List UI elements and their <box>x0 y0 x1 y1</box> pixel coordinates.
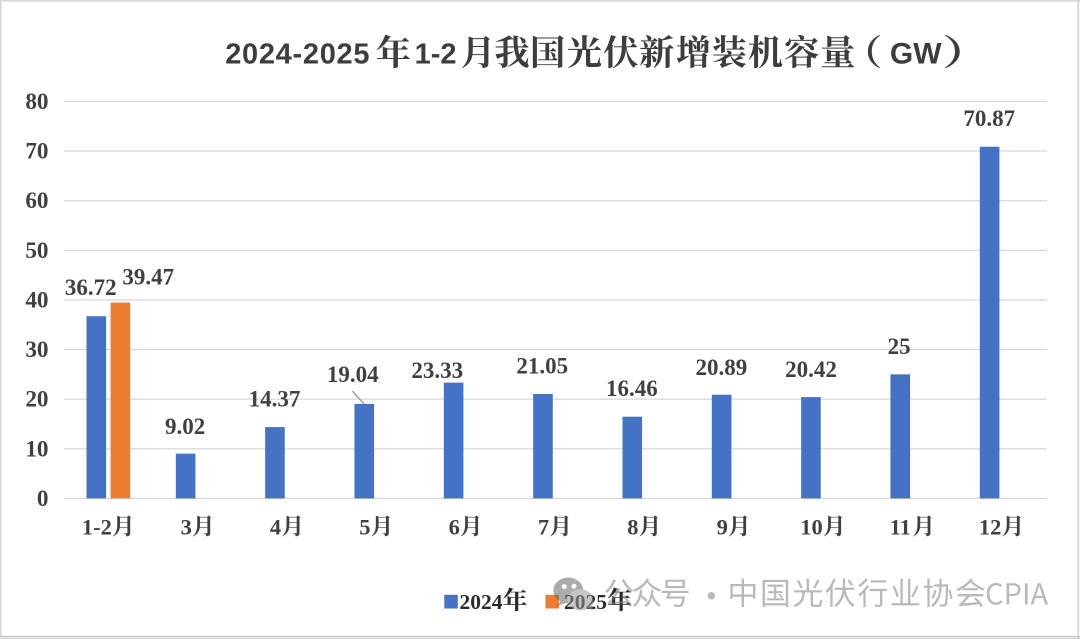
svg-text:GW: GW <box>890 38 942 71</box>
svg-text:40: 40 <box>25 287 48 313</box>
svg-text:8: 8 <box>627 514 638 539</box>
svg-text:4: 4 <box>270 514 281 539</box>
svg-text:2024-2025: 2024-2025 <box>225 39 369 71</box>
svg-text:50: 50 <box>25 238 48 264</box>
svg-text:9.02: 9.02 <box>165 414 205 439</box>
svg-text:10: 10 <box>25 436 48 462</box>
svg-text:1-2: 1-2 <box>415 39 457 71</box>
svg-text:12: 12 <box>979 514 1002 539</box>
svg-text:7: 7 <box>538 514 549 539</box>
svg-text:20.42: 20.42 <box>785 357 837 382</box>
svg-text:3: 3 <box>181 514 192 539</box>
svg-text:80: 80 <box>25 89 48 115</box>
svg-text:20.89: 20.89 <box>696 355 748 380</box>
svg-text:23.33: 23.33 <box>411 358 463 383</box>
svg-text:70: 70 <box>25 139 48 165</box>
svg-text:9: 9 <box>717 514 728 539</box>
svg-text:21.05: 21.05 <box>516 353 568 378</box>
svg-text:1-2: 1-2 <box>82 514 112 539</box>
svg-text:14.37: 14.37 <box>249 386 301 411</box>
svg-text:25: 25 <box>888 334 911 359</box>
svg-text:0: 0 <box>37 486 49 512</box>
svg-text:20: 20 <box>25 387 48 413</box>
svg-text:60: 60 <box>25 188 48 214</box>
svg-text:6: 6 <box>449 514 460 539</box>
svg-text:19.04: 19.04 <box>327 362 379 387</box>
svg-text:5: 5 <box>359 514 370 539</box>
svg-text:36.72: 36.72 <box>65 275 117 300</box>
svg-text:11: 11 <box>890 514 911 539</box>
svg-text:10: 10 <box>800 514 823 539</box>
svg-text:39.47: 39.47 <box>122 265 174 290</box>
svg-text:16.46: 16.46 <box>606 376 658 401</box>
svg-text:70.87: 70.87 <box>963 106 1015 131</box>
svg-text:30: 30 <box>25 337 48 363</box>
svg-text:2024: 2024 <box>460 590 503 614</box>
